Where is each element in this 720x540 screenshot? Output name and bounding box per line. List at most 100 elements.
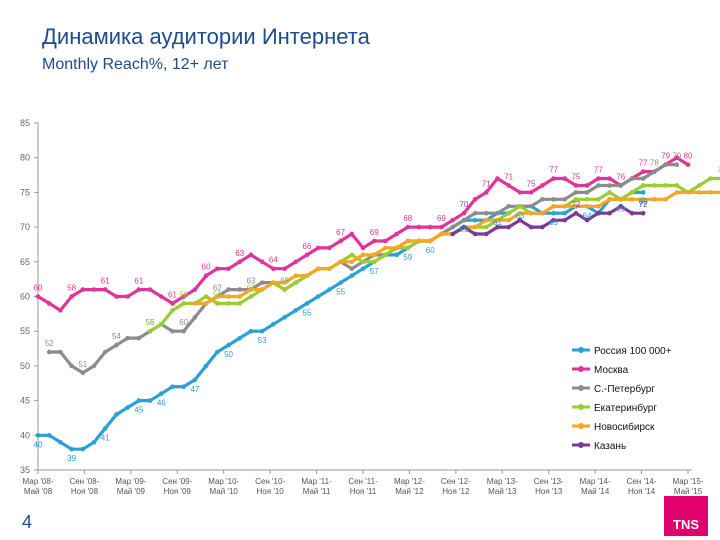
data-label: 63: [246, 277, 255, 286]
data-point: [506, 217, 511, 223]
data-point: [147, 287, 153, 292]
data-point: [450, 224, 455, 230]
data-label: 77: [549, 166, 558, 175]
data-label: 60: [179, 318, 188, 327]
data-point: [371, 259, 377, 265]
data-point: [35, 294, 41, 299]
data-point: [506, 183, 511, 188]
data-label: 54: [112, 332, 121, 341]
data-label: 59: [403, 253, 412, 262]
data-point: [158, 391, 164, 396]
x-tick-label: Сен '09-Ноя '09: [162, 477, 192, 496]
data-label: 39: [67, 454, 76, 463]
data-point: [450, 231, 455, 237]
data-point: [315, 266, 321, 272]
data-point: [540, 210, 545, 216]
data-point: [360, 259, 366, 265]
data-point: [551, 176, 556, 181]
data-point: [304, 252, 310, 258]
data-label: 58: [67, 284, 76, 293]
x-tick-label: Сен '11-Ноя '11: [348, 477, 378, 496]
data-point: [685, 190, 691, 195]
data-label: 66: [303, 242, 312, 251]
data-label: 60: [426, 246, 435, 255]
data-point: [506, 203, 511, 209]
data-point: [69, 363, 74, 369]
data-point: [304, 301, 310, 306]
data-point: [271, 321, 276, 327]
x-tick-label: Мар '14-Май '14: [580, 477, 611, 496]
data-point: [652, 183, 657, 188]
data-label: 55: [303, 308, 312, 317]
data-point: [80, 287, 86, 292]
data-point: [483, 231, 489, 237]
data-point: [338, 238, 343, 244]
data-point: [528, 203, 534, 209]
data-point: [629, 190, 635, 195]
x-tick-label: Мар '15-Май '15: [673, 477, 704, 496]
data-label: 64: [583, 211, 592, 220]
data-point: [248, 294, 254, 299]
y-tick-label: 45: [20, 396, 30, 406]
x-tick-label: Сен '10-Ноя '10: [255, 477, 285, 496]
data-point: [203, 273, 209, 278]
data-point: [102, 426, 108, 431]
data-point: [483, 210, 489, 216]
data-point: [69, 446, 74, 452]
data-point: [562, 197, 568, 202]
data-point: [349, 252, 355, 258]
data-point: [192, 301, 198, 306]
data-point: [607, 176, 612, 181]
data-point: [226, 342, 231, 348]
data-point: [640, 169, 646, 174]
data-point: [663, 162, 668, 167]
data-label: 57: [370, 267, 379, 276]
data-point: [349, 266, 355, 272]
data-label: 76: [616, 172, 625, 181]
data-point: [663, 197, 668, 202]
data-label: 72: [571, 200, 580, 209]
data-point: [483, 217, 489, 223]
y-tick-label: 35: [20, 465, 30, 475]
data-point: [663, 183, 668, 188]
data-point: [147, 398, 153, 403]
data-point: [495, 217, 500, 223]
data-point: [584, 203, 590, 209]
data-point: [461, 224, 467, 230]
data-point: [517, 190, 523, 195]
data-point: [584, 190, 590, 195]
data-point: [483, 224, 489, 230]
data-label: 77: [639, 159, 648, 168]
data-point: [708, 176, 713, 181]
data-point: [170, 384, 175, 390]
data-point: [708, 190, 713, 195]
data-label: 61: [493, 218, 502, 227]
data-point: [271, 280, 276, 285]
data-label: 75: [527, 179, 536, 188]
data-point: [573, 197, 579, 202]
data-point: [562, 176, 568, 181]
y-tick-label: 55: [20, 326, 30, 336]
data-point: [192, 315, 198, 320]
data-point: [596, 197, 601, 202]
data-point: [607, 210, 612, 216]
data-point: [495, 210, 500, 216]
data-point: [685, 162, 691, 167]
y-tick-label: 60: [20, 292, 30, 302]
data-point: [540, 224, 545, 230]
data-point: [427, 224, 433, 230]
y-tick-label: 70: [20, 222, 30, 232]
data-point: [237, 294, 243, 299]
data-point: [618, 183, 624, 188]
data-point: [35, 433, 41, 438]
data-point: [540, 197, 545, 202]
data-point: [540, 183, 545, 188]
data-point: [125, 335, 130, 341]
data-label: 55: [336, 288, 345, 297]
legend-marker: [578, 423, 584, 429]
legend-label: С.-Петербург: [594, 383, 655, 395]
data-point: [607, 190, 612, 195]
data-point: [394, 252, 399, 258]
data-label: 63: [515, 211, 524, 220]
